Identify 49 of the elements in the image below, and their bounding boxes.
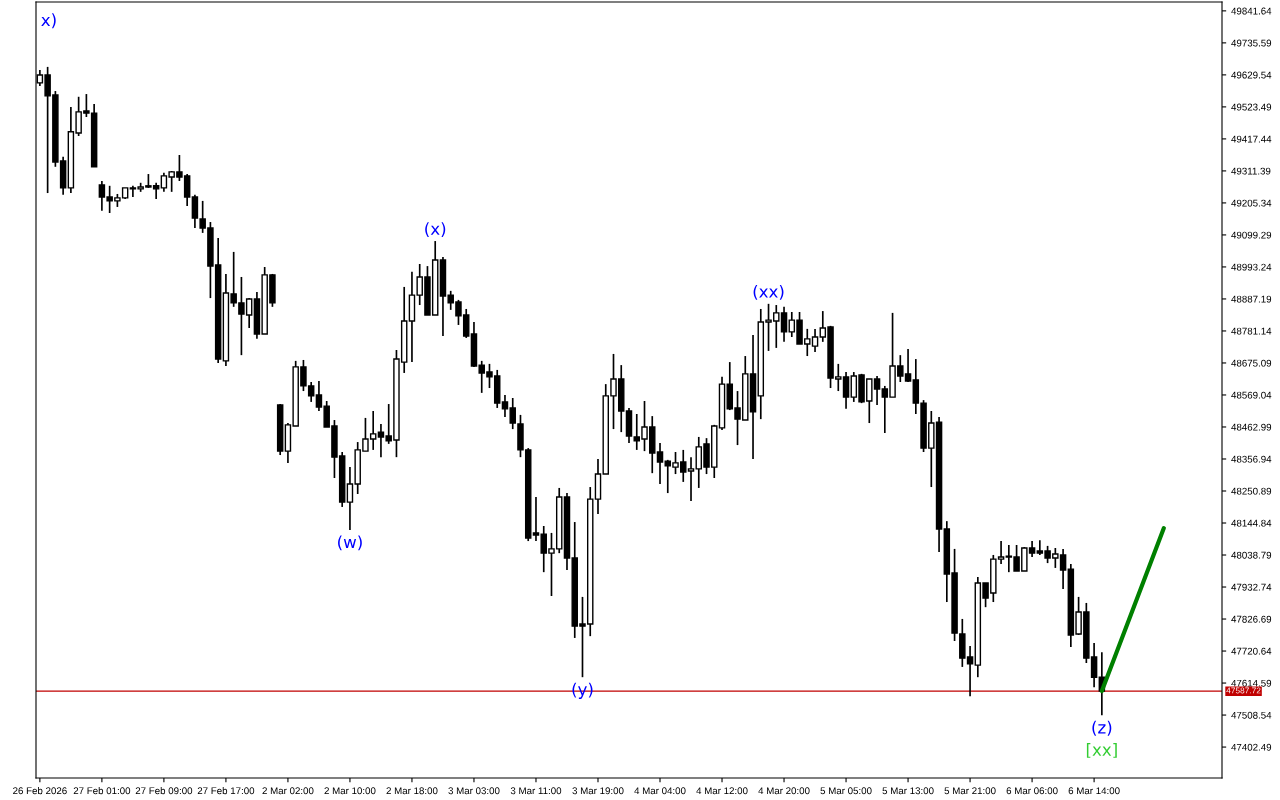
y-tick-label: 49629.54 (1231, 71, 1272, 79)
y-tick-label: 48569.04 (1231, 391, 1272, 399)
annotation: (xx) (753, 284, 784, 300)
x-tick-label: 4 Mar 04:00 (634, 787, 686, 795)
y-tick-label: 47614.59 (1231, 679, 1272, 687)
x-tick-label: 2 Mar 18:00 (386, 787, 438, 795)
x-tick-label: 3 Mar 19:00 (572, 787, 624, 795)
x-tick-label: 5 Mar 05:00 (820, 787, 872, 795)
x-tick-label: 26 Feb 2026 (13, 787, 67, 795)
y-tick-label: 47826.69 (1231, 615, 1272, 623)
y-tick-label: 49311.39 (1231, 167, 1271, 175)
y-tick-label: 48462.99 (1231, 423, 1272, 431)
y-tick-label: 48038.79 (1231, 551, 1272, 559)
y-tick-label: 47508.54 (1231, 711, 1272, 719)
y-tick-label: 49417.44 (1231, 135, 1272, 143)
y-tick-label: 48781.14 (1231, 327, 1272, 335)
y-tick-label: 49205.34 (1231, 199, 1272, 207)
ref-line-label: 47587.72 (1226, 687, 1261, 694)
x-tick-label: 27 Feb 01:00 (73, 787, 131, 795)
annotation: (z) (1092, 720, 1112, 736)
annotation: (w) (338, 535, 362, 551)
y-tick-label: 49099.29 (1231, 231, 1272, 239)
y-tick-label: 48356.94 (1231, 455, 1272, 463)
x-tick-label: 6 Mar 14:00 (1068, 787, 1120, 795)
x-tick-label: 27 Feb 17:00 (197, 787, 255, 795)
y-tick-label: 48250.89 (1231, 487, 1272, 495)
y-tick-label: 49735.59 (1231, 39, 1272, 47)
x-tick-label: 6 Mar 06:00 (1006, 787, 1058, 795)
y-tick-label: 47402.49 (1231, 743, 1272, 751)
y-tick-label: 48144.84 (1231, 519, 1272, 527)
x-tick-label: 3 Mar 11:00 (510, 787, 562, 795)
x-tick-label: 4 Mar 12:00 (696, 787, 748, 795)
annotation: [xx] (1086, 743, 1117, 758)
x-tick-label: 5 Mar 13:00 (882, 787, 934, 795)
x-tick-label: 5 Mar 21:00 (944, 787, 996, 795)
x-tick-label: 2 Mar 02:00 (262, 787, 314, 795)
y-tick-label: 49841.64 (1231, 7, 1272, 15)
x-tick-label: 2 Mar 10:00 (324, 787, 376, 795)
y-tick-label: 49523.49 (1231, 103, 1272, 111)
annotation: (x) (425, 222, 446, 237)
x-tick-label: 27 Feb 09:00 (135, 787, 193, 795)
y-tick-label: 48887.19 (1231, 295, 1272, 303)
x-tick-label: 3 Mar 03:00 (448, 787, 500, 795)
y-tick-label: 48675.09 (1231, 359, 1272, 367)
y-tick-label: 48993.24 (1231, 263, 1272, 271)
annotation: x) (41, 13, 56, 29)
x-tick-label: 4 Mar 20:00 (758, 787, 810, 795)
y-tick-label: 47720.64 (1231, 647, 1272, 655)
y-tick-label: 47932.74 (1231, 583, 1272, 591)
